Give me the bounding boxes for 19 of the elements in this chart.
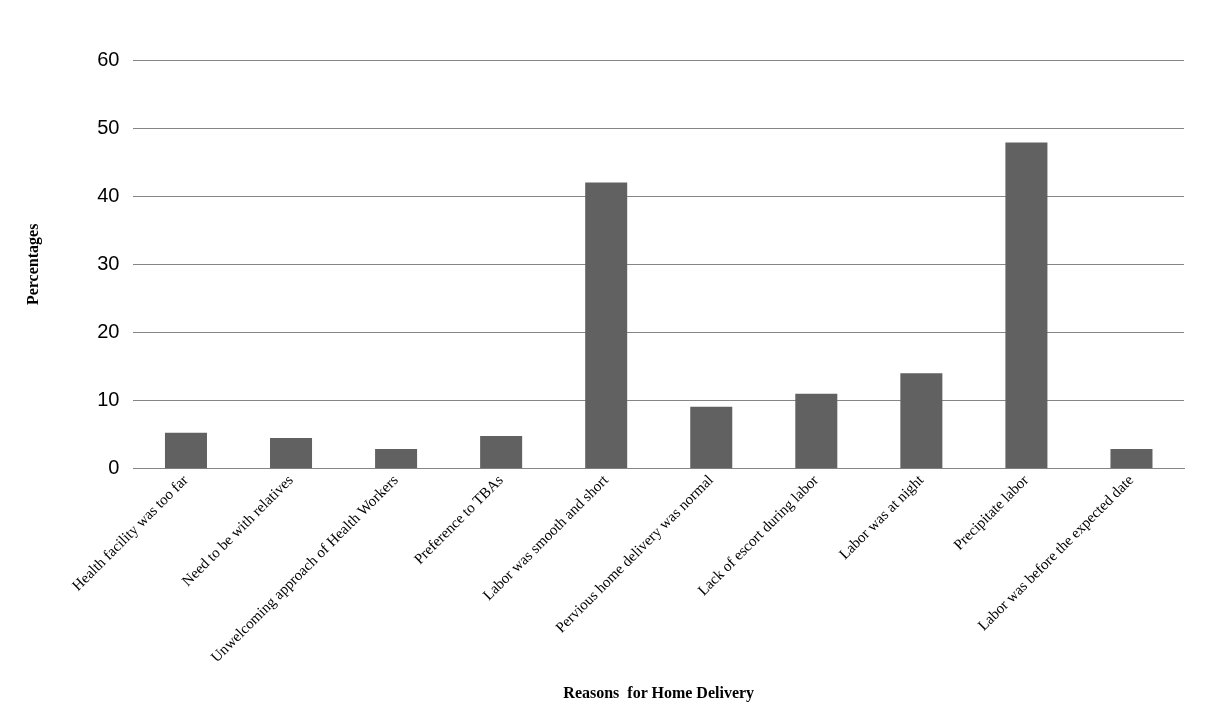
bar	[690, 406, 733, 469]
y-tick-label: 60	[97, 47, 120, 70]
bar	[585, 182, 628, 469]
y-tick-label: 50	[97, 115, 120, 138]
bar	[270, 438, 313, 469]
bar	[795, 393, 838, 469]
bar	[900, 373, 943, 469]
y-tick-label: 20	[97, 320, 120, 342]
y-tick-label: 30	[97, 251, 120, 274]
y-axis-title: Percentages	[23, 223, 42, 306]
bar	[480, 436, 523, 469]
y-tick-label: 0	[108, 456, 120, 479]
bar	[164, 432, 207, 469]
bar	[1005, 142, 1048, 469]
bar	[1110, 448, 1153, 469]
x-axis-title: Reasons for Home Delivery	[563, 683, 755, 702]
y-tick-label: 10	[97, 388, 120, 411]
bar	[375, 448, 418, 469]
y-tick-label: 40	[97, 183, 120, 206]
